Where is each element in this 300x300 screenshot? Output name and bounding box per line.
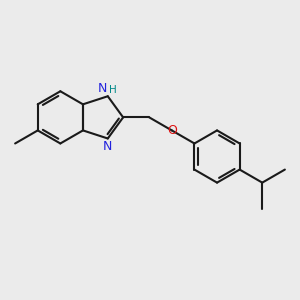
- Text: O: O: [167, 124, 177, 137]
- Text: N: N: [98, 82, 107, 95]
- Text: H: H: [110, 85, 117, 95]
- Text: N: N: [103, 140, 112, 152]
